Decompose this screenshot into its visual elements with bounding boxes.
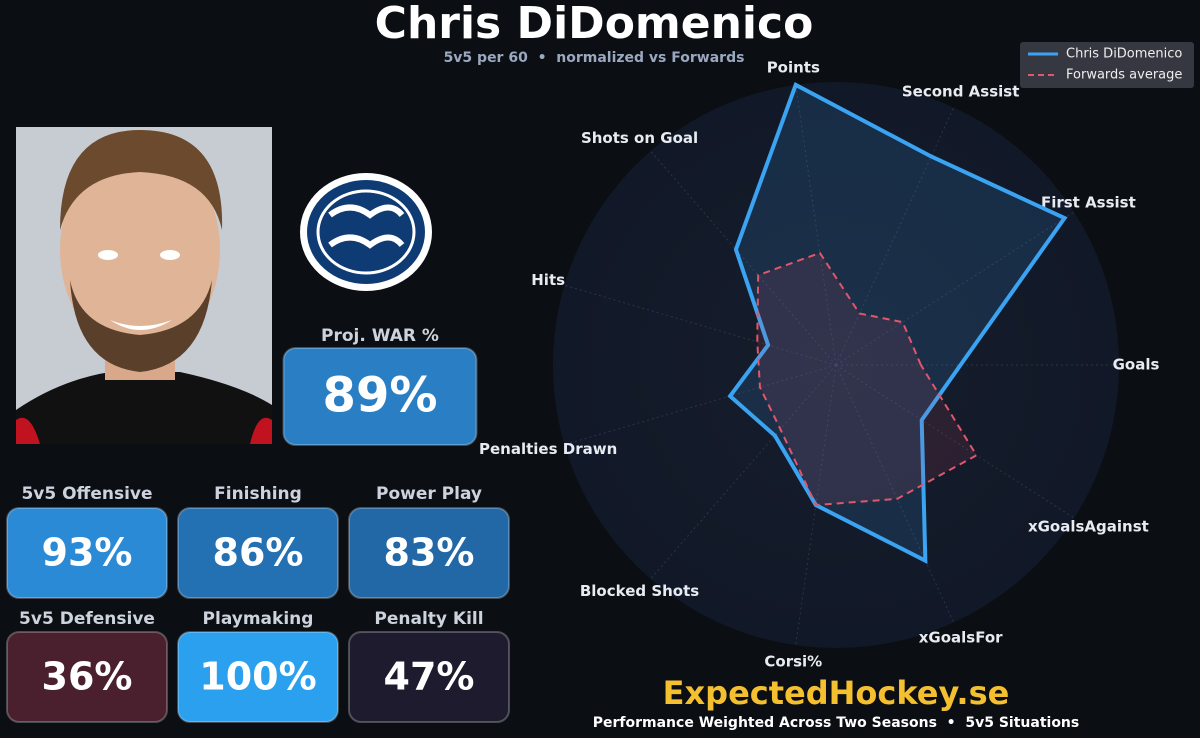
tile-label: Proj. WAR % xyxy=(321,326,439,346)
spoke xyxy=(795,84,837,366)
footer-note: Performance Weighted Across Two Seasons … xyxy=(593,715,1080,731)
spoke xyxy=(835,364,1075,519)
spoke xyxy=(564,284,837,366)
tile-label: Playmaking xyxy=(203,609,314,629)
spoke xyxy=(835,211,1075,366)
tile xyxy=(6,631,168,723)
axis-label: First Assist xyxy=(1041,193,1136,211)
axis-label: Penalties Drawn xyxy=(479,440,617,458)
series-polygon xyxy=(756,251,978,507)
tile xyxy=(177,631,339,723)
spoke xyxy=(835,364,955,623)
legend-label: Forwards average xyxy=(1066,68,1182,83)
tile-value: 36% xyxy=(42,655,133,699)
team-logo xyxy=(300,173,432,291)
title: Chris DiDomenico xyxy=(375,0,814,49)
tile-label: Power Play xyxy=(376,484,482,504)
subtitle: 5v5 per 60 • normalized vs Forwards xyxy=(444,50,745,66)
legend-label: Chris DiDomenico xyxy=(1066,47,1182,62)
spoke xyxy=(650,150,837,366)
axis-label: Blocked Shots xyxy=(580,582,699,600)
tile xyxy=(348,631,510,723)
tile-value: 89% xyxy=(323,368,438,424)
tile xyxy=(6,507,168,599)
tile xyxy=(348,507,510,599)
radar-chart: Goals First Assist Second Assist Points Shot… xyxy=(479,59,1159,671)
brand: ExpectedHockey.se xyxy=(663,674,1010,712)
tile-label: 5v5 Defensive xyxy=(19,609,155,629)
series-polygon xyxy=(727,82,1068,564)
tile-value: 47% xyxy=(384,655,475,699)
axis-label: Shots on Goal xyxy=(581,129,698,147)
legend: Chris DiDomenico Forwards average xyxy=(1020,42,1194,88)
tile xyxy=(282,347,478,446)
axis-label: Hits xyxy=(531,271,565,289)
spoke xyxy=(650,364,837,580)
tile-value: 93% xyxy=(42,531,133,575)
spoke xyxy=(835,107,955,366)
cards: Proj. WAR % 89% 5v5 Offensive 93% Finishing 8… xyxy=(6,326,510,723)
axis-label: xGoalsAgainst xyxy=(1028,518,1149,536)
tile xyxy=(177,507,339,599)
axis-label: Points xyxy=(767,59,820,77)
axis-label: Goals xyxy=(1113,356,1160,374)
axis-label: Second Assist xyxy=(902,83,1020,101)
spoke xyxy=(564,364,837,446)
tile-label: 5v5 Offensive xyxy=(21,484,152,504)
player-photo xyxy=(16,127,272,444)
tile-label: Penalty Kill xyxy=(374,609,483,629)
tile-label: Finishing xyxy=(214,484,302,504)
axis-label: Corsi% xyxy=(764,652,822,670)
axis-label: xGoalsFor xyxy=(919,628,1003,646)
tile-value: 86% xyxy=(213,531,304,575)
tile-value: 83% xyxy=(384,531,475,575)
tile-value: 100% xyxy=(199,655,316,699)
